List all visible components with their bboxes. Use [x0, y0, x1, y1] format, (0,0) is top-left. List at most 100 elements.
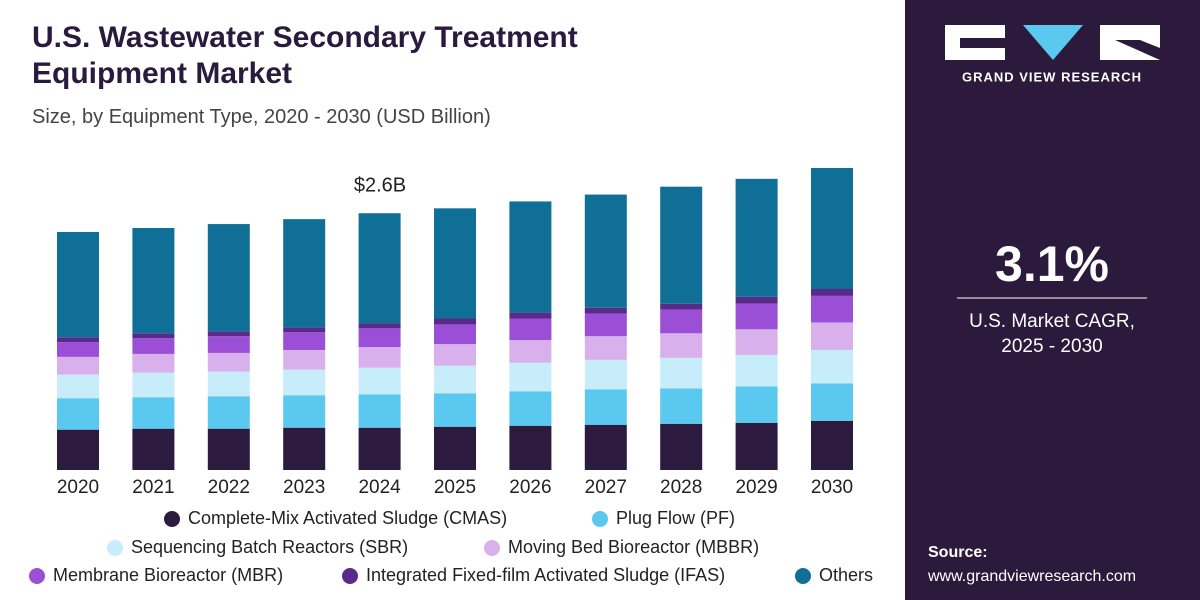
chart-subtitle: Size, by Equipment Type, 2020 - 2030 (US… — [32, 106, 491, 128]
bar-segment — [584, 307, 627, 314]
cagr-label: U.S. Market CAGR, — [969, 311, 1135, 332]
legend-marker — [342, 568, 358, 584]
bar-segment — [283, 395, 326, 428]
bar-segment — [660, 186, 703, 304]
bar-segment — [584, 313, 627, 337]
bar-segment — [660, 388, 703, 424]
bar-segment — [132, 338, 175, 354]
x-tick-label: 2025 — [434, 477, 476, 498]
bar-segment — [811, 322, 853, 350]
bar-segment — [811, 168, 853, 289]
legend-label: Complete-Mix Activated Sludge (CMAS) — [188, 508, 507, 528]
bar-segment — [811, 295, 853, 323]
bar-segment — [434, 393, 476, 427]
bar-segment — [735, 422, 778, 470]
chart-title: U.S. Wastewater Secondary Treatment Equi… — [32, 21, 578, 90]
cagr: 3.1% — [995, 236, 1109, 292]
bar-segment — [57, 342, 99, 357]
bar-segment — [735, 354, 778, 387]
x-tick-label: 2027 — [585, 477, 627, 498]
legend-label: Plug Flow (PF) — [616, 508, 735, 528]
bar-segment — [660, 333, 703, 358]
bar-segment — [434, 318, 476, 325]
bar-segment — [660, 423, 703, 470]
bar-segment — [735, 178, 778, 297]
bar-segment — [57, 356, 99, 375]
source-label: Source: — [928, 544, 988, 561]
bar-segment — [283, 369, 326, 396]
bar-segment — [57, 337, 99, 343]
bar-segment — [207, 396, 250, 429]
bar-segment — [509, 201, 552, 313]
bar-segment — [434, 324, 476, 345]
bar-segment — [434, 365, 476, 394]
bar-segment — [584, 194, 627, 308]
bar-segment — [132, 353, 175, 373]
sidebar-bg — [905, 0, 1200, 600]
bar-segment — [509, 391, 552, 426]
bar-segment — [57, 429, 99, 470]
bar-segment — [735, 303, 778, 330]
bar-segment — [660, 357, 703, 389]
bar-segment — [57, 231, 99, 338]
bar-segment — [283, 349, 326, 370]
bar-segment — [434, 208, 476, 319]
x-tick-label: 2024 — [358, 477, 401, 498]
legend-label: Others — [819, 565, 873, 585]
bar-segment — [735, 386, 778, 423]
bar-segment — [132, 228, 175, 334]
bar-segment — [434, 426, 476, 470]
bar-segment — [283, 332, 326, 350]
bar-segment — [132, 397, 175, 429]
bar-segment — [207, 331, 250, 337]
x-tick-label: 2028 — [660, 477, 702, 498]
bar-segment — [434, 344, 476, 366]
bar-segment — [584, 389, 627, 425]
annotation: $2.6B — [354, 174, 406, 196]
legend-marker — [484, 540, 500, 556]
x-tick-label: 2026 — [509, 477, 551, 498]
bar-segment — [509, 362, 552, 392]
bar-segment — [283, 427, 326, 470]
bar-segment — [811, 383, 853, 421]
bar-segment — [207, 371, 250, 397]
logo — [945, 25, 1160, 60]
x-tick-label: 2020 — [57, 477, 99, 498]
bar-segment — [132, 372, 175, 398]
bar-segment — [584, 336, 627, 360]
bar-segment — [811, 349, 853, 384]
bar-segment — [358, 213, 401, 324]
source-url: www.grandviewresearch.com — [927, 568, 1136, 585]
bar-segment — [735, 296, 778, 304]
bar-segment — [358, 367, 401, 395]
x-tick-label: 2022 — [208, 477, 250, 498]
legend-label: Sequencing Batch Reactors (SBR) — [131, 537, 408, 557]
legend-label: Membrane Bioreactor (MBR) — [53, 565, 283, 585]
bar-segment — [132, 333, 175, 339]
bar-segment — [207, 428, 250, 470]
bar-segment — [358, 394, 401, 428]
legend-marker — [795, 568, 811, 584]
x-tick-label: 2021 — [132, 477, 174, 498]
bar-segment — [283, 327, 326, 333]
bar-segment — [207, 224, 250, 332]
bar-segment — [358, 347, 401, 368]
x-tick-label: 2029 — [735, 477, 777, 498]
bar-segment — [358, 323, 401, 329]
x-tick-label: 2030 — [811, 477, 853, 498]
legend-label: Moving Bed Bioreactor (MBBR) — [508, 537, 759, 557]
bar-segment — [509, 340, 552, 363]
legend-marker — [592, 511, 608, 527]
x-tick-label: 2023 — [283, 477, 325, 498]
bar-segment — [358, 427, 401, 470]
legend-marker — [164, 511, 180, 527]
cagr-period: 2025 - 2030 — [1001, 336, 1102, 357]
bar-segment — [811, 420, 853, 470]
bar-segment — [584, 359, 627, 390]
bar-segment — [132, 428, 175, 470]
bar-segment — [660, 303, 703, 310]
legend-label: Integrated Fixed-film Activated Sludge (… — [366, 565, 725, 585]
bar-segment — [509, 318, 552, 341]
bar-segment — [811, 288, 853, 296]
